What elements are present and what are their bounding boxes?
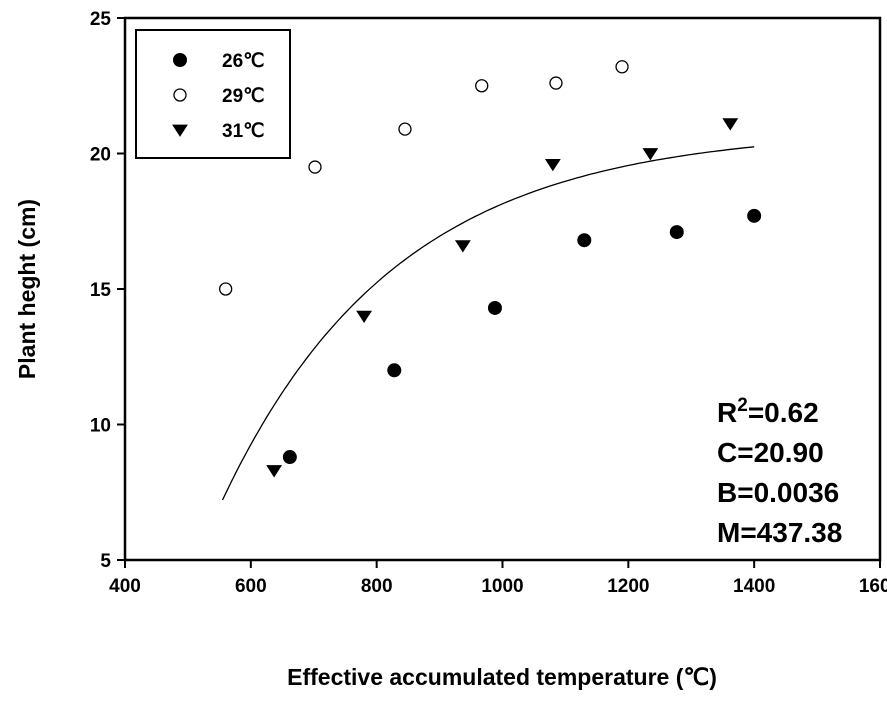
c-parameter-text: C=20.90 — [717, 437, 824, 468]
data-point — [669, 225, 684, 240]
data-point — [722, 118, 739, 131]
x-tick-label: 400 — [109, 576, 141, 597]
r-squared-superscript: 2 — [737, 395, 748, 416]
y-tick-label: 15 — [90, 280, 112, 301]
data-point — [454, 240, 471, 253]
r-squared-prefix: R — [717, 397, 737, 428]
fit-curve — [221, 146, 755, 501]
legend-label: 26℃ — [222, 51, 264, 72]
x-axis-title: Effective accumulated temperature (℃) — [287, 664, 717, 690]
legend: 26℃ 29℃ 31℃ — [135, 29, 291, 159]
x-axis: 400 600 800 1000 1200 1400 1600 — [109, 560, 887, 597]
data-point — [266, 465, 283, 478]
legend-marker — [173, 53, 187, 67]
data-point — [544, 158, 561, 172]
data-point — [549, 76, 563, 90]
y-tick-label: 5 — [100, 551, 111, 572]
data-points — [219, 60, 762, 478]
y-axis: 5 10 15 20 25 — [90, 9, 125, 572]
legend-box — [135, 29, 291, 159]
x-tick-label: 1200 — [607, 576, 649, 597]
data-point — [387, 363, 402, 378]
legend-label: 31℃ — [222, 121, 264, 142]
data-point — [487, 300, 502, 315]
x-tick-label: 800 — [361, 576, 393, 597]
r-squared-text: R2=0.62 — [717, 395, 819, 428]
data-point — [282, 450, 297, 465]
series-0 — [282, 208, 762, 465]
data-point — [747, 208, 762, 223]
r-squared-value: =0.62 — [748, 397, 819, 428]
x-tick-label: 1600 — [859, 576, 887, 597]
y-tick-label: 10 — [90, 416, 111, 437]
y-tick-label: 25 — [90, 9, 112, 30]
series-1 — [219, 60, 629, 296]
data-point — [398, 122, 412, 136]
legend-marker — [173, 88, 187, 102]
x-tick-label: 1000 — [481, 576, 523, 597]
data-point — [642, 148, 659, 161]
m-parameter-text: M=437.38 — [717, 517, 842, 548]
b-parameter-text: B=0.0036 — [717, 477, 839, 508]
data-point — [356, 310, 373, 323]
y-tick-label: 20 — [90, 145, 111, 166]
x-tick-label: 1400 — [733, 576, 775, 597]
legend-marker — [172, 124, 188, 137]
y-axis-title: Plant heght (cm) — [14, 199, 40, 379]
data-point — [615, 60, 629, 74]
x-tick-label: 600 — [235, 576, 267, 597]
fit-annotation: R2=0.62 C=20.90 B=0.0036 M=437.38 — [717, 395, 842, 548]
legend-label: 29℃ — [222, 86, 264, 107]
data-point — [577, 233, 592, 248]
data-point — [219, 282, 233, 296]
legend-items: 26℃ 29℃ 31℃ — [172, 51, 264, 142]
data-point — [475, 79, 489, 93]
series-2 — [266, 118, 739, 478]
data-point — [308, 160, 322, 174]
